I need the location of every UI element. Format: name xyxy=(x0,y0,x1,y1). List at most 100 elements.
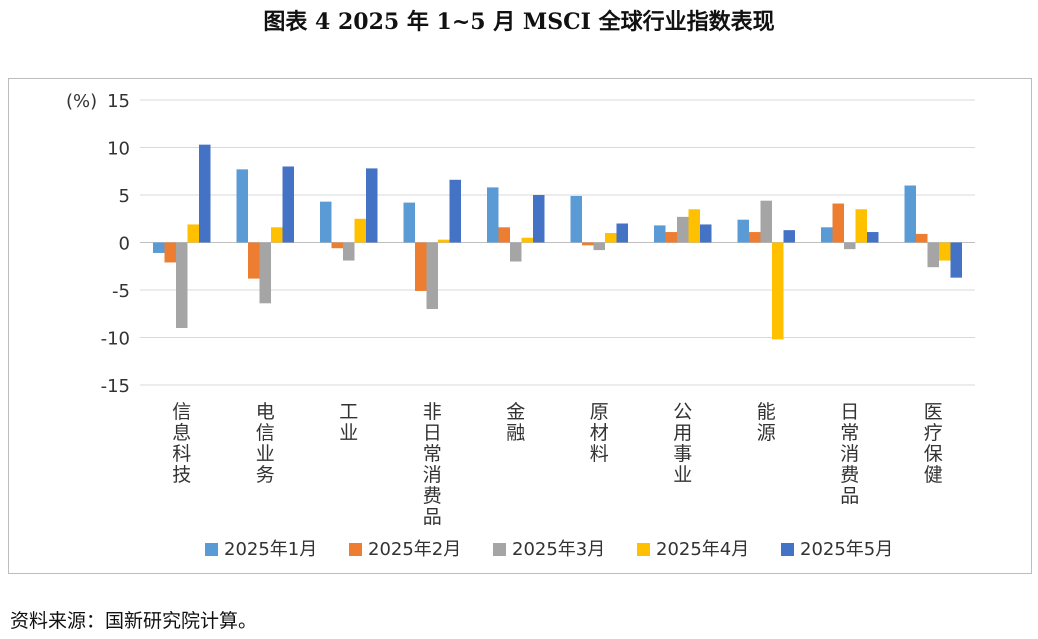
bar xyxy=(700,224,712,243)
bar xyxy=(749,232,761,243)
x-tick-label: 事 xyxy=(673,443,692,465)
legend-swatch xyxy=(205,543,218,556)
y-axis: 15 10 5 0 -5 -10 -15 (%) xyxy=(66,91,130,397)
y-tick-label: 10 xyxy=(107,139,130,160)
x-tick-label: 费 xyxy=(423,485,442,507)
bar xyxy=(199,144,211,243)
legend-swatch xyxy=(637,543,650,556)
x-tick-label: 常 xyxy=(423,443,442,465)
x-tick-label: 息 xyxy=(172,422,191,444)
x-tick-label: 消 xyxy=(423,464,442,486)
x-tick-label: 日 xyxy=(840,401,859,423)
x-tick-label: 信 xyxy=(256,422,275,444)
source-note: 资料来源：国新研究院计算。 xyxy=(10,610,258,632)
bar xyxy=(677,216,689,243)
bar xyxy=(783,230,795,243)
bar xyxy=(487,187,499,243)
bar xyxy=(737,219,749,243)
bar xyxy=(832,203,844,243)
bar xyxy=(772,242,784,340)
x-tick-label: 信 xyxy=(172,401,191,423)
x-tick-label: 材 xyxy=(590,422,609,444)
bar xyxy=(927,242,939,268)
bar xyxy=(403,202,415,243)
x-tick-label: 源 xyxy=(757,422,776,444)
chart-frame xyxy=(8,78,1032,574)
legend-label: 2025年1月 xyxy=(224,539,317,560)
bar xyxy=(605,233,617,243)
bar xyxy=(498,227,510,243)
x-tick-label: 疗 xyxy=(924,422,943,444)
x-tick-label: 务 xyxy=(256,464,275,486)
bar xyxy=(654,225,666,243)
x-tick-label: 业 xyxy=(256,443,275,465)
bar xyxy=(438,239,450,243)
bar xyxy=(343,242,355,261)
bar xyxy=(950,242,962,278)
grid-lines xyxy=(140,99,975,386)
bar xyxy=(821,227,833,243)
legend-swatch xyxy=(781,543,794,556)
bar xyxy=(282,166,294,243)
legend-label: 2025年2月 xyxy=(368,539,461,560)
x-tick-label: 品 xyxy=(840,485,859,507)
legend: 2025年1月 2025年2月 2025年3月 2025年4月 2025年5月 xyxy=(205,539,893,560)
x-tick-label: 公 xyxy=(673,401,692,423)
bar xyxy=(354,218,366,243)
y-tick-label: 5 xyxy=(119,186,130,207)
x-tick-label: 保 xyxy=(924,443,943,465)
x-tick-label: 非 xyxy=(423,401,442,423)
bars xyxy=(153,144,962,340)
x-tick-label: 日 xyxy=(423,422,442,444)
legend-label: 2025年3月 xyxy=(512,539,605,560)
x-tick-label: 品 xyxy=(423,506,442,528)
bar xyxy=(164,242,176,263)
x-tick-label: 健 xyxy=(924,464,943,486)
bar xyxy=(855,209,867,243)
bar xyxy=(510,242,522,262)
x-tick-label: 业 xyxy=(673,464,692,486)
x-tick-label: 工 xyxy=(339,401,358,423)
chart-title: 图表 4 2025 年 1~5 月 MSCI 全球行业指数表现 xyxy=(263,9,775,35)
bar xyxy=(688,209,700,243)
x-tick-label: 业 xyxy=(339,422,358,444)
bar xyxy=(665,232,677,243)
x-tick-label: 技 xyxy=(172,464,191,486)
x-tick-label: 科 xyxy=(172,443,191,465)
x-tick-label: 用 xyxy=(673,422,692,444)
y-tick-label: 15 xyxy=(107,91,130,112)
bar xyxy=(187,224,199,243)
legend-label: 2025年5月 xyxy=(800,539,893,560)
bar xyxy=(939,242,951,261)
bar xyxy=(236,169,248,243)
bar xyxy=(904,185,916,243)
x-tick-label: 电 xyxy=(256,401,275,423)
y-tick-label: -15 xyxy=(101,376,130,397)
x-tick-label: 医 xyxy=(924,401,943,423)
bar xyxy=(271,227,283,243)
bar xyxy=(533,195,545,243)
y-tick-label: -5 xyxy=(112,281,130,302)
bar xyxy=(916,233,928,243)
bar xyxy=(616,223,628,243)
x-tick-label: 能 xyxy=(757,401,776,423)
x-tick-label: 料 xyxy=(590,443,609,465)
legend-swatch xyxy=(493,543,506,556)
x-tick-label: 原 xyxy=(590,401,609,423)
bar xyxy=(426,242,438,309)
bar xyxy=(449,179,461,243)
bar xyxy=(320,201,332,243)
y-tick-label: 0 xyxy=(119,234,130,255)
bar xyxy=(153,242,165,253)
bar xyxy=(582,242,594,246)
bar xyxy=(593,242,605,251)
x-tick-label: 金 xyxy=(506,401,525,423)
x-tick-label: 消 xyxy=(840,443,859,465)
x-tick-label: 常 xyxy=(840,422,859,444)
y-tick-label: -10 xyxy=(101,329,130,350)
y-unit-label: (%) xyxy=(66,91,97,112)
bar xyxy=(259,242,271,304)
bar xyxy=(248,242,260,279)
bar xyxy=(867,232,879,243)
